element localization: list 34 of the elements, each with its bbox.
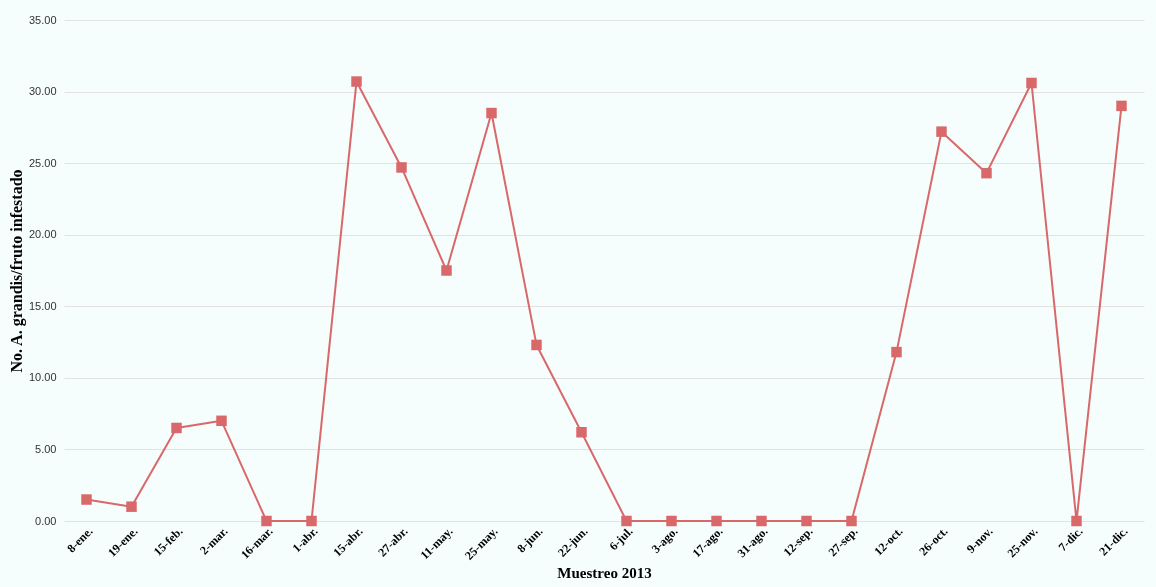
- point: [621, 515, 632, 527]
- y-axis-title: No. A. grandis/fruto infestado: [7, 169, 26, 373]
- point: [576, 427, 587, 438]
- point: [216, 415, 227, 427]
- y-tick-label: 35.00: [28, 13, 57, 26]
- point: [1116, 100, 1127, 112]
- y-tick-label: 10.00: [28, 371, 57, 384]
- point: [936, 126, 947, 137]
- point: [711, 515, 722, 527]
- y-tick-label: 5.00: [35, 442, 57, 455]
- y-tick-label: 15.00: [28, 299, 57, 312]
- point: [891, 346, 902, 358]
- point: [351, 76, 362, 87]
- point: [666, 515, 677, 527]
- x-axis-title: Muestreo 2013: [557, 564, 652, 581]
- point: [261, 515, 272, 527]
- point: [306, 515, 317, 527]
- point: [441, 265, 452, 276]
- y-tick-label: 0.00: [35, 514, 57, 527]
- point: [1071, 515, 1082, 527]
- y-tick-label: 25.00: [28, 156, 57, 169]
- point: [81, 494, 92, 505]
- point: [846, 515, 857, 527]
- point: [396, 162, 407, 173]
- point: [756, 515, 767, 527]
- point: [486, 107, 497, 119]
- point: [126, 501, 137, 512]
- y-tick-label: 30.00: [28, 85, 57, 98]
- point: [981, 167, 992, 179]
- point: [531, 339, 542, 351]
- y-tick-label: 20.00: [28, 228, 57, 241]
- point: [171, 422, 182, 434]
- point: [801, 515, 812, 527]
- point: [1026, 77, 1037, 89]
